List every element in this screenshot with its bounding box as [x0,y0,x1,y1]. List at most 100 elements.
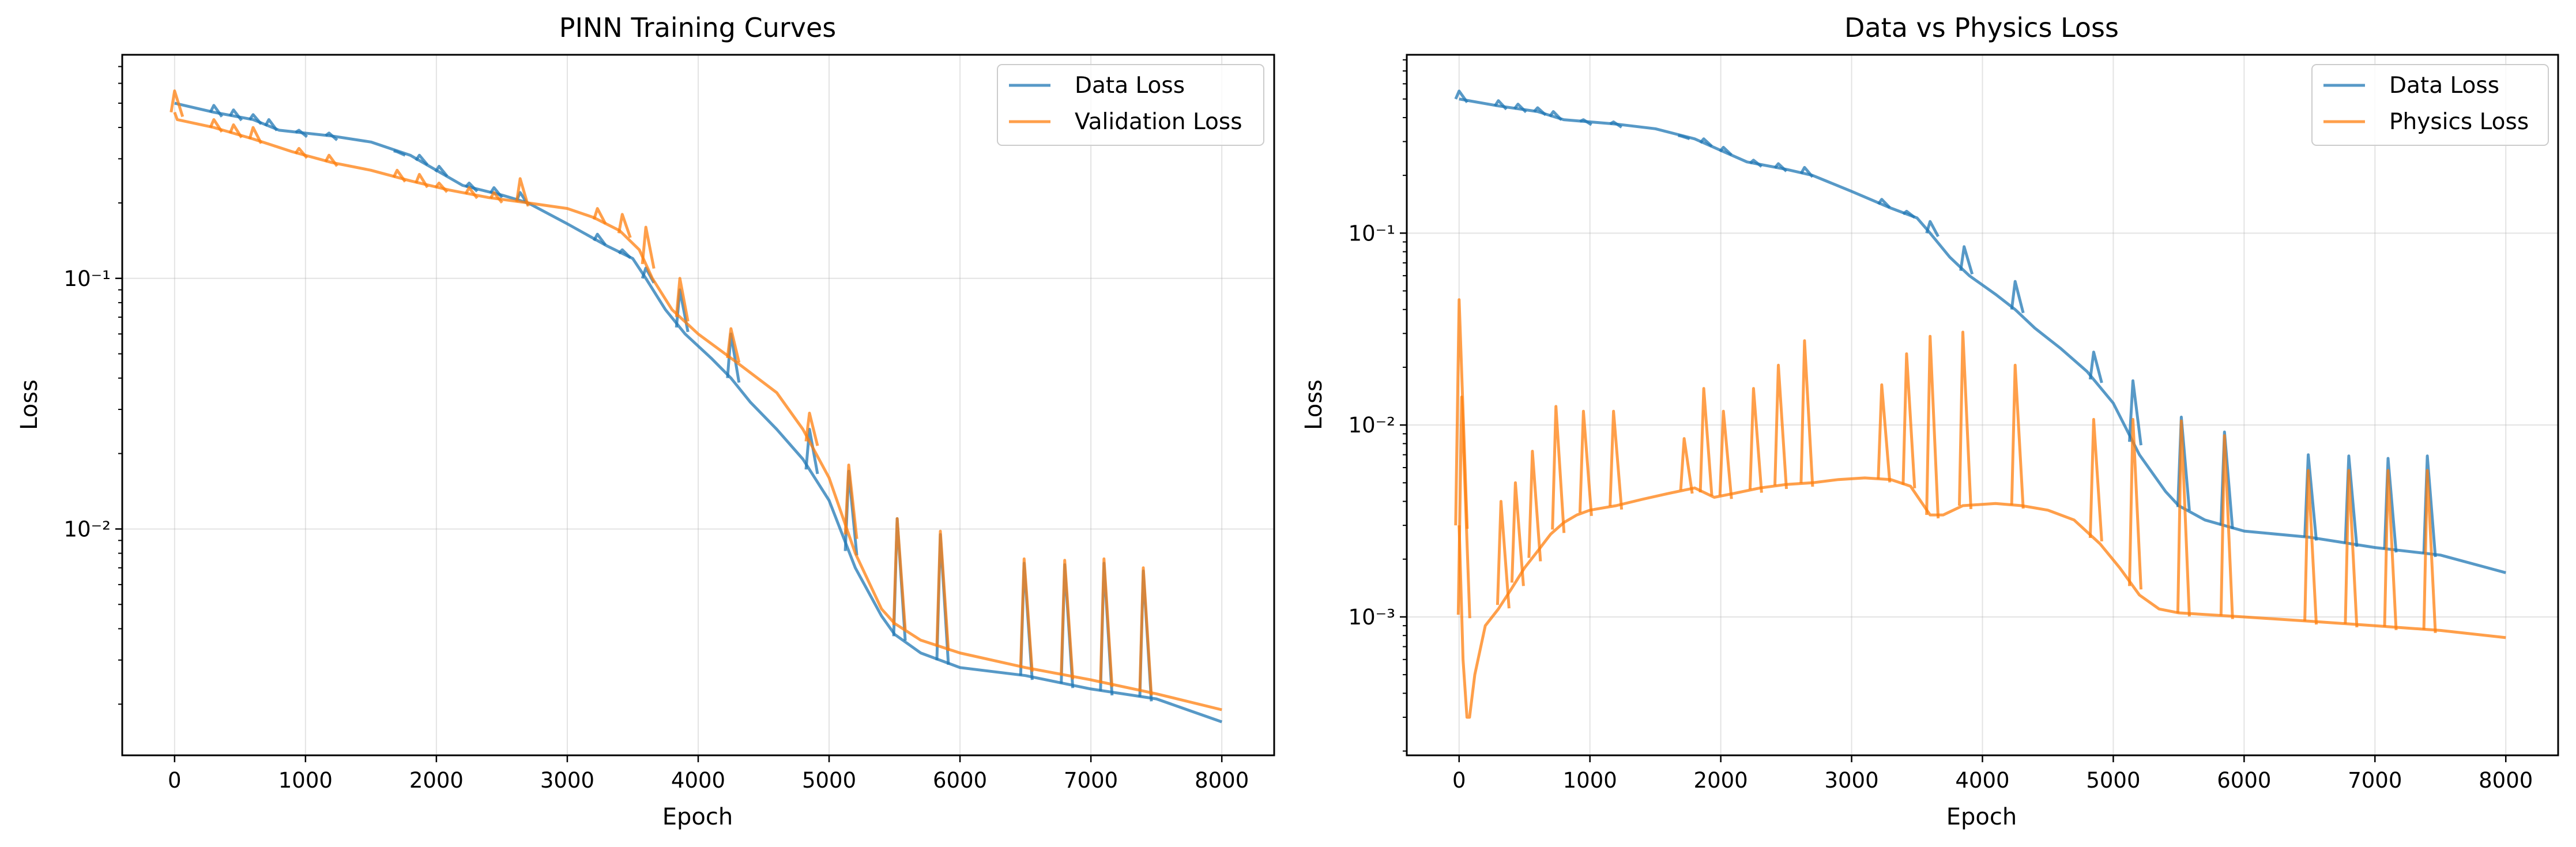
right-xtick-label: 4000 [1955,768,2009,793]
right-xtick-label: 1000 [1563,768,1617,793]
left-spike-validation-loss [726,327,741,363]
right-spike-data-loss [1799,165,1814,178]
left-spike-data-loss [617,248,632,259]
left-spike-data-loss [593,232,607,246]
right-spike-physics-loss [1718,409,1733,499]
right-chart-xlabel: Epoch [1946,804,2017,830]
left-spike-validation-loss [415,172,429,189]
right-spike-physics-loss [2422,469,2437,633]
right-spike-data-loss [2128,379,2142,446]
right-spike-physics-loss [1578,409,1593,516]
right-spike-physics-loss [2344,469,2359,628]
left-legend-box [997,64,1264,146]
left-chart-ylabel: Loss [16,379,43,430]
right-spike-physics-loss [1698,387,1713,496]
left-spike-data-loss [228,108,243,122]
right-spike-data-loss [1549,110,1562,121]
right-xtick-label: 6000 [2217,768,2271,793]
left-chart-legend: Data Loss Validation Loss [997,64,1264,146]
left-spike-validation-loss [209,118,223,133]
left-spike-data-loss [393,149,406,157]
right-spike-data-loss [1513,103,1527,114]
right-legend-label-data-loss: Data Loss [2389,73,2499,99]
right-spike-data-loss [1959,245,1974,275]
left-spike-validation-loss [592,207,607,225]
left-chart-series [170,89,1223,724]
right-spike-physics-loss [1799,339,1814,487]
left-chart-xlabel: Epoch [662,804,733,830]
right-spike-physics-loss [1877,383,1892,483]
left-spike-validation-loss [515,177,530,207]
left-spike-validation-loss [843,464,858,539]
right-chart-legend: Data Loss Physics Loss [2311,64,2549,146]
right-spike-physics-loss [2128,417,2142,590]
right-legend-label-physics-loss: Physics Loss [2389,109,2529,135]
right-spike-data-loss [1699,137,1713,148]
right-spike-physics-loss [1510,481,1525,586]
left-xtick-label: 6000 [933,768,987,793]
left-spike-validation-loss [804,412,819,446]
right-spike-physics-loss [1456,396,1471,619]
right-legend-box [2311,64,2549,146]
right-spike-physics-loss [1527,450,1542,562]
right-spike-physics-loss [2010,363,2025,509]
right-ytick-label: 10⁻¹ [1349,221,1395,246]
right-spike-data-loss [1749,159,1762,168]
right-spike-data-loss [1493,99,1508,111]
left-spike-validation-loss [935,529,950,652]
left-chart-panel: PINN Training Curves 0 1000 2000 3000 4000 50… [16,12,1275,830]
left-spike-validation-loss [641,225,656,269]
right-spike-data-loss [1609,120,1622,129]
left-chart-y-ticks: 10⁻¹ 10⁻² [64,66,122,705]
right-spike-physics-loss [1773,363,1788,490]
left-xtick-label: 5000 [802,768,856,793]
right-spike-data-loss [2010,280,2025,314]
right-spike-data-loss [1579,118,1592,126]
right-series-line-physics-loss [1458,476,2506,719]
right-chart-grid [1407,55,2558,755]
left-chart-x-ticks: 0 1000 2000 3000 4000 5000 6000 7000 8000 [168,755,1249,793]
right-series-line-data-loss [1459,97,2506,574]
right-spike-physics-loss [2303,469,2318,625]
right-spike-physics-loss [1679,437,1694,494]
right-spike-physics-loss [1496,500,1511,609]
left-spike-data-loss [804,428,819,475]
left-xtick-label: 3000 [540,768,594,793]
right-spike-data-loss [1719,146,1733,156]
left-spike-validation-loss [248,126,263,144]
left-spike-validation-loss [392,168,406,183]
left-spike-validation-loss [617,213,632,239]
left-spike-data-loss [295,129,308,138]
right-xtick-label: 0 [1452,768,1466,793]
left-spike-data-loss [209,104,223,118]
left-spike-validation-loss [228,123,243,139]
left-spike-validation-loss [434,182,449,193]
left-spike-validation-loss [1099,557,1114,687]
right-chart-panel: Data vs Physics Loss 0 1000 2000 3000 4000 50… [1301,12,2559,830]
right-chart-y-ticks: 10⁻¹ 10⁻² 10⁻³ [1349,59,1407,752]
left-spike-validation-loss [324,153,338,167]
left-spike-data-loss [464,182,479,193]
left-xtick-label: 2000 [409,768,464,793]
left-xtick-label: 1000 [278,768,333,793]
right-chart-title: Data vs Physics Loss [1844,12,2119,43]
right-xtick-label: 2000 [1694,768,1748,793]
left-series-line-data-loss [174,101,1223,724]
left-legend-label-data-loss: Data Loss [1075,73,1185,99]
left-chart-title: PINN Training Curves [559,12,837,43]
left-spike-validation-loss [1060,559,1075,680]
left-spike-validation-loss [294,146,308,159]
right-chart-x-ticks: 0 1000 2000 3000 4000 5000 6000 7000 8000 [1452,755,2533,793]
left-spike-validation-loss [489,191,503,204]
right-spike-physics-loss [1958,330,1972,510]
left-spike-data-loss [434,164,449,178]
right-spike-physics-loss [2219,434,2234,619]
right-spike-physics-loss [2088,417,2103,542]
right-spike-physics-loss [1551,405,1566,533]
left-ytick-label: 10⁻² [64,517,111,541]
right-xtick-label: 8000 [2479,768,2533,793]
left-spike-data-loss [248,113,262,125]
left-spike-validation-loss [464,186,479,199]
right-spike-data-loss [1773,162,1788,172]
